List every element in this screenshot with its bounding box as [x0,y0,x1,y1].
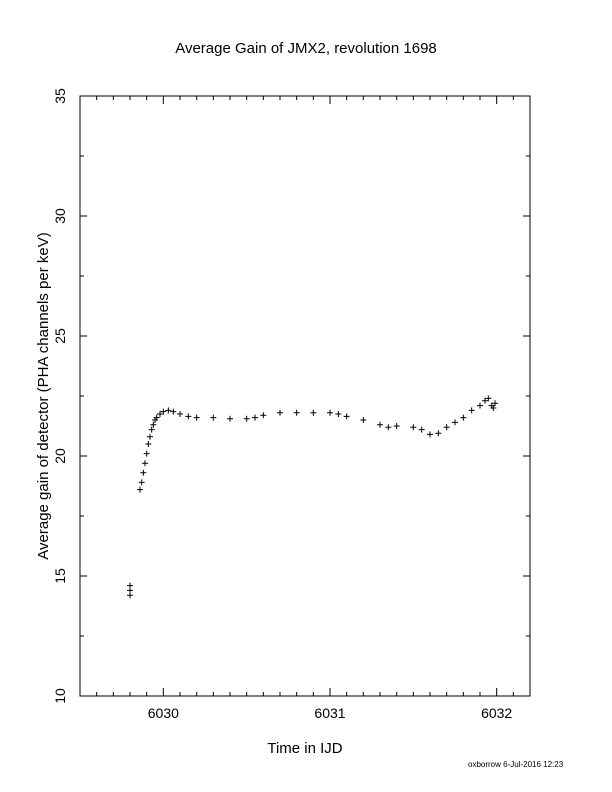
data-point [410,424,417,431]
x-tick-label: 6030 [148,705,179,721]
data-point [385,424,392,431]
data-point [140,469,147,476]
data-point [137,486,143,493]
data-points [127,395,498,599]
data-point [343,413,350,420]
data-point [260,412,267,419]
x-tick-label: 6032 [481,705,512,721]
data-point [143,450,150,457]
data-point [150,421,157,428]
x-axis-label: Time in IJD [267,740,342,757]
data-point [418,426,425,433]
data-point [377,421,383,428]
x-tick-label: 6031 [314,705,345,721]
data-point [138,479,145,486]
y-tick-label: 10 [52,688,68,704]
data-point [435,430,442,437]
chart-title: Average Gain of JMX2, revolution 1698 [175,40,437,57]
data-point [142,460,148,467]
data-point [477,402,483,409]
data-point [193,414,200,421]
data-point [490,405,497,411]
x-axis-ticks: 6030 6031 6032 [79,96,531,721]
data-point [145,441,152,447]
data-point [160,408,167,415]
data-point [227,415,233,422]
data-point [293,409,300,416]
data-point [185,413,192,420]
data-point [310,409,317,416]
data-point [170,408,177,415]
data-point [210,414,217,421]
data-point [177,411,183,417]
data-point [460,414,467,421]
data-point [452,419,458,426]
data-point [427,431,433,438]
plot-frame [79,95,531,697]
data-point [485,395,492,402]
data-point [165,407,172,414]
data-point [147,433,153,440]
data-point [468,407,475,414]
data-point [157,411,163,417]
data-point [243,415,250,422]
data-point [252,414,258,421]
data-point [277,409,283,416]
y-tick-label: 15 [52,568,68,584]
y-tick-label: 25 [52,328,68,344]
y-tick-label: 20 [52,448,68,464]
data-point [148,426,155,433]
y-axis-label: Average gain of detector (PHA channels p… [35,232,52,559]
data-point [492,400,498,407]
data-point [327,409,333,416]
data-point [335,411,342,417]
timestamp-stamp: oxborrow 6-Jul-2016 12:23 [468,760,564,769]
data-point [153,414,160,421]
data-point [393,423,400,429]
y-axis-ticks: 10 15 20 25 30 35 [52,88,530,704]
y-tick-label: 35 [52,88,68,104]
data-point [360,417,367,423]
data-point [443,424,450,431]
data-point [482,397,488,404]
y-tick-label: 30 [52,208,68,224]
data-point [127,582,133,589]
